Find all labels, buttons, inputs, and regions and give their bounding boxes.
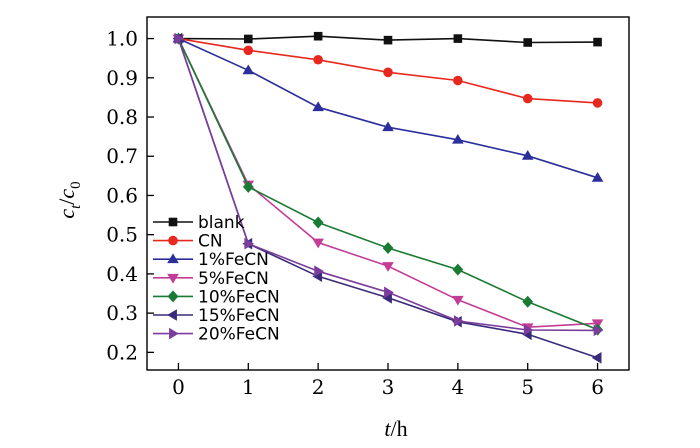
data-point-15pct-fecn <box>591 352 602 364</box>
legend-label: CN <box>198 232 223 252</box>
legend-marker <box>167 253 179 264</box>
data-point-cn <box>243 45 254 56</box>
legend-label: 1%FeCN <box>198 250 269 270</box>
data-point-10pct-fecn <box>522 295 534 308</box>
legend-label: blank <box>198 213 245 233</box>
x-title-var: t <box>384 416 391 441</box>
x-title-unit: /h <box>391 416 408 441</box>
legend-label: 20%FeCN <box>198 325 280 345</box>
data-point-1pct-fecn <box>382 121 394 132</box>
series-blank <box>174 31 602 47</box>
legend-entry-5pct-fecn: 5%FeCN <box>153 269 269 289</box>
data-point-10pct-fecn <box>312 216 324 229</box>
data-point-20pct-fecn <box>593 324 604 337</box>
y-tick-label: 0.4 <box>106 262 138 286</box>
data-point-blank <box>523 38 533 47</box>
x-tick-label: 0 <box>172 375 185 399</box>
data-point-20pct-fecn <box>174 32 185 45</box>
series-1pct-fecn <box>172 32 604 182</box>
legend-entry-1pct-fecn: 1%FeCN <box>153 250 269 270</box>
y-tick-label: 0.9 <box>106 66 138 90</box>
legend-label: 15%FeCN <box>198 306 280 326</box>
data-point-20pct-fecn <box>453 315 464 327</box>
legend-marker <box>168 217 178 227</box>
data-point-20pct-fecn <box>244 237 255 250</box>
data-point-1pct-fecn <box>521 150 534 160</box>
data-point-1pct-fecn <box>312 101 324 112</box>
data-point-cn <box>592 98 603 108</box>
x-tick-label: 5 <box>521 375 534 399</box>
x-tick-label: 6 <box>591 375 604 399</box>
y-axis-title: ct/c0 <box>54 181 84 218</box>
legend-entry-15pct-fecn: 15%FeCN <box>153 306 280 326</box>
data-point-cn <box>383 67 393 78</box>
data-point-cn <box>522 93 533 104</box>
axes: 0 1 2 3 4 5 6 0.2 0.3 0.4 0.5 0.6 0.7 0.8 0.9 1.0 <box>106 16 630 399</box>
legend-entry-20pct-fecn: 20%FeCN <box>153 325 280 345</box>
legend-entry-blank: blank <box>153 213 245 233</box>
plot-marks <box>172 31 604 364</box>
data-point-blank <box>313 31 323 41</box>
data-point-5pct-fecn <box>382 262 394 272</box>
data-point-5pct-fecn <box>452 295 464 306</box>
data-point-blank <box>453 34 463 43</box>
x-tick-label: 2 <box>312 375 325 399</box>
y-tick-label: 0.2 <box>106 340 138 364</box>
data-point-blank <box>243 34 253 44</box>
data-point-20pct-fecn <box>384 286 394 299</box>
legend-marker <box>167 273 179 284</box>
y-tick-label: 1.0 <box>106 27 138 51</box>
y-title-slash: / <box>54 198 79 205</box>
data-point-1pct-fecn <box>242 64 255 75</box>
data-point-5pct-fecn <box>312 238 324 249</box>
x-tick-label: 1 <box>242 375 255 399</box>
data-point-1pct-fecn <box>591 172 604 182</box>
data-point-15pct-fecn <box>382 292 392 304</box>
y-title-sub-0: 0 <box>68 181 84 189</box>
y-title-c: c <box>54 209 79 219</box>
x-axis-title: t/h <box>384 416 407 441</box>
data-point-blank <box>383 35 393 45</box>
y-tick-label: 0.8 <box>106 105 138 129</box>
data-point-cn <box>453 75 463 86</box>
y-tick-label: 0.7 <box>106 144 138 168</box>
x-tick-label: 4 <box>451 375 464 399</box>
series-cn <box>173 33 603 108</box>
y-tick-label: 0.5 <box>106 223 138 247</box>
y-title-c0: c <box>54 189 79 199</box>
legend-label: 5%FeCN <box>198 269 269 289</box>
data-point-cn <box>313 54 323 65</box>
data-point-10pct-fecn <box>452 263 464 276</box>
y-title-sub-t: t <box>68 204 84 209</box>
legend-entry-cn: CN <box>153 232 223 252</box>
legend-entry-10pct-fecn: 10%FeCN <box>153 287 280 307</box>
data-point-1pct-fecn <box>452 133 464 144</box>
data-point-10pct-fecn <box>242 180 254 193</box>
y-tick-label: 0.6 <box>106 183 138 207</box>
series-line-1pct-fecn <box>178 37 598 179</box>
legend-marker <box>168 235 178 246</box>
data-point-blank <box>593 37 602 47</box>
y-tick-label: 0.3 <box>106 301 138 325</box>
data-point-10pct-fecn <box>382 242 394 255</box>
legend-label: 10%FeCN <box>198 287 280 307</box>
data-point-20pct-fecn <box>523 324 534 336</box>
data-point-20pct-fecn <box>314 265 324 277</box>
legend-marker <box>167 290 179 303</box>
x-tick-label: 3 <box>382 375 395 399</box>
legend-marker <box>167 309 177 321</box>
series-20pct-fecn <box>174 32 604 337</box>
legend-marker <box>169 327 179 340</box>
